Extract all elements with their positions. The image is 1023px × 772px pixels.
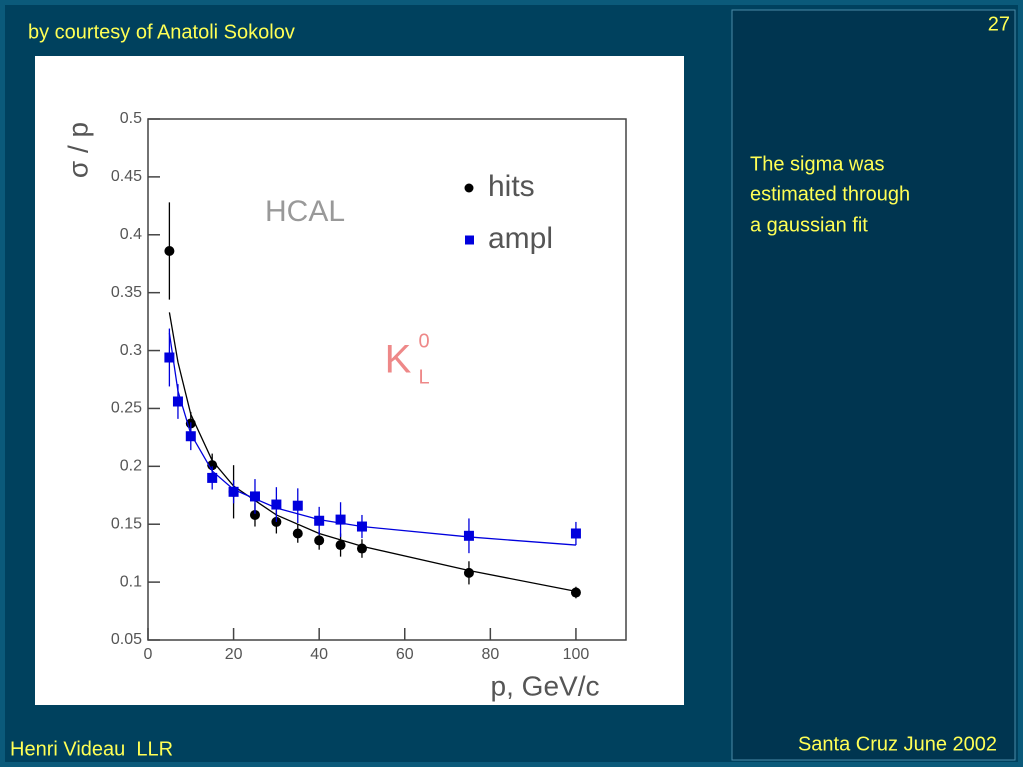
- data-point: [314, 535, 325, 546]
- data-point: [249, 509, 260, 520]
- y-tick-label: 0.35: [111, 284, 142, 301]
- x-tick-label: 60: [396, 646, 414, 663]
- legend-label: ampl: [488, 222, 553, 255]
- data-point: [228, 486, 239, 497]
- legend-label: hits: [488, 170, 535, 203]
- legend-marker: [464, 183, 474, 193]
- side-panel: [731, 9, 1016, 761]
- y-tick-label: 0.15: [111, 515, 142, 532]
- plot-frame: [147, 118, 627, 641]
- data-point: [172, 396, 183, 407]
- data-point: [570, 528, 581, 539]
- data-point: [164, 245, 175, 256]
- data-point: [271, 499, 282, 510]
- chart-image: [35, 56, 684, 705]
- x-axis-label: p, GeV/c: [491, 670, 600, 701]
- particle-sub: L: [418, 366, 429, 388]
- side-note-line: estimated through: [750, 183, 910, 205]
- x-tick-label: 40: [310, 646, 328, 663]
- y-tick-label: 0.1: [120, 573, 142, 590]
- data-point: [356, 543, 367, 554]
- data-point: [314, 515, 325, 526]
- data-point: [292, 500, 303, 511]
- data-point: [292, 528, 303, 539]
- data-point: [207, 472, 218, 483]
- data-point: [335, 514, 346, 525]
- y-tick-label: 0.3: [120, 342, 142, 359]
- y-tick-label: 0.5: [120, 110, 142, 127]
- side-note-line: a gaussian fit: [750, 214, 868, 236]
- annotation: HCAL: [265, 195, 345, 228]
- data-point: [249, 491, 260, 502]
- side-note-line: The sigma was: [750, 153, 885, 175]
- particle-base: K: [385, 338, 412, 382]
- y-tick-label: 0.25: [111, 400, 142, 417]
- y-tick-label: 0.2: [120, 458, 142, 475]
- data-point: [164, 352, 175, 363]
- x-tick-label: 20: [225, 646, 243, 663]
- footer-left: Henri Videau LLR: [10, 738, 173, 760]
- y-tick-label: 0.4: [120, 226, 142, 243]
- legend-marker: [465, 235, 474, 245]
- page-number: 27: [988, 13, 1010, 35]
- x-tick-label: 0: [144, 646, 153, 663]
- data-point: [570, 587, 581, 598]
- particle-sup: 0: [418, 330, 429, 352]
- y-tick-label: 0.45: [111, 168, 142, 185]
- data-point: [335, 540, 346, 551]
- footer-right: Santa Cruz June 2002: [798, 733, 997, 755]
- x-tick-label: 80: [481, 646, 499, 663]
- credit: by courtesy of Anatoli Sokolov: [28, 21, 295, 43]
- y-axis-label: σ / p: [62, 122, 93, 178]
- data-point: [463, 530, 474, 541]
- x-tick-label: 100: [563, 646, 590, 663]
- data-point: [356, 521, 367, 532]
- y-tick-label: 0.05: [111, 631, 142, 648]
- data-point: [185, 431, 196, 442]
- data-point: [463, 567, 474, 578]
